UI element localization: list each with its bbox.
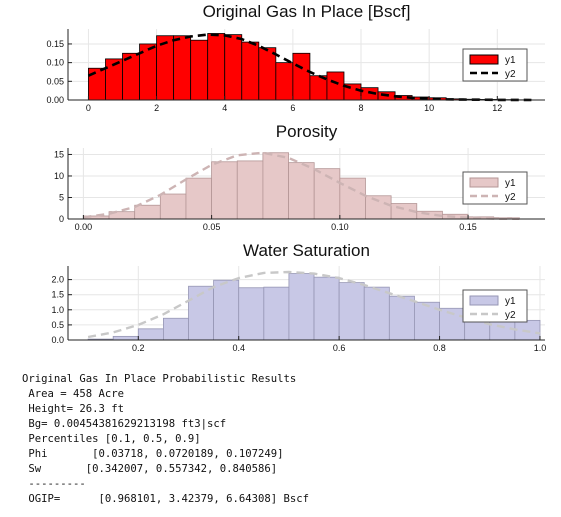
sw-bar [388, 295, 415, 341]
porosity-y-tick-label: 0 [59, 214, 64, 224]
ogip-bar [326, 71, 345, 101]
sw-bar [213, 279, 240, 341]
porosity-bar [185, 177, 213, 220]
sw-x-tick-label: 0.6 [333, 343, 346, 353]
ogip-x-tick-label: 2 [154, 103, 159, 113]
ogip-x-tick-label: 10 [424, 103, 434, 113]
porosity-bar [211, 161, 238, 220]
results-line-area: Area = 458 Acre [22, 388, 125, 400]
ogip-bar [207, 33, 226, 101]
porosity-bar [236, 160, 264, 220]
results-line-separator: --------- [22, 478, 86, 490]
porosity-y-tick-label: 10 [54, 171, 64, 181]
ogip-legend-swatch-y1 [469, 54, 499, 65]
results-line-percentiles: Percentiles [0.1, 0.5, 0.9] [22, 433, 201, 445]
ogip-legend-label-y1: y1 [505, 55, 516, 66]
porosity-bar [288, 162, 315, 220]
porosity-y-tick-label: 15 [54, 149, 64, 159]
sw-y-tick-label: 0.0 [51, 335, 64, 345]
results-line-ogip: OGIP= [0.968101, 3.42379, 6.64308] Bscf [22, 493, 310, 505]
sw-bar [137, 328, 164, 341]
sw-legend-swatch-y1 [469, 295, 499, 306]
ogip-curve [87, 33, 532, 102]
results-text: Original Gas In Place Probabilistic Resu… [22, 372, 309, 507]
ogip-title: Original Gas In Place [Bscf] [203, 2, 411, 21]
sw-x-tick-label: 1.0 [534, 343, 547, 353]
sw-x-tick-label: 0.4 [232, 343, 245, 353]
sw-bar [263, 286, 290, 341]
ogip-x-tick-label: 12 [492, 103, 502, 113]
results-line-phi: Phi [0.03718, 0.0720189, 0.107249] [22, 448, 284, 460]
ogip-bar [88, 67, 106, 101]
sw-bar [238, 287, 265, 341]
porosity-x-tick-label: 0.00 [75, 222, 93, 232]
porosity-x-tick-label: 0.10 [331, 222, 349, 232]
ogip-legend-label-y2: y2 [505, 69, 516, 80]
ogip-bar [258, 47, 277, 101]
sw-legend-label-y2: y2 [505, 310, 516, 321]
ogip-legend-box [462, 48, 528, 82]
ogip-y-tick-label: 0.15 [46, 39, 64, 49]
sw-legend-label-y1: y1 [505, 296, 516, 307]
ogip-x-tick-label: 6 [290, 103, 295, 113]
results-line-sw: Sw [0.342007, 0.557342, 0.840586] [22, 463, 278, 475]
charts-panel: Original Gas In Place [Bscf] 0 2 4 6 8 10 12 0.0… [46, 2, 547, 353]
porosity-bar [339, 177, 366, 220]
ogip-y-tick-label: 0.00 [46, 95, 64, 105]
ogip-bar [173, 35, 192, 101]
ogip-bar [292, 52, 311, 101]
sw-bar [363, 286, 390, 341]
sw-bar [313, 276, 340, 341]
sw-legend-box [462, 289, 528, 323]
results-heading: Original Gas In Place Probabilistic Resu… [22, 373, 297, 385]
sw-y-tick-label: 1.0 [51, 305, 64, 315]
ogip-bar [275, 62, 294, 101]
ogip-y-tick-label: 0.05 [46, 76, 64, 86]
ogip-x-tick-label: 8 [359, 103, 364, 113]
porosity-title: Porosity [276, 122, 338, 141]
sw-y-tick-label: 1.5 [51, 290, 64, 300]
ogip-bar [190, 39, 209, 101]
sw-bar [112, 335, 139, 341]
ogip-x-tick-label: 4 [222, 103, 227, 113]
ogip-bar [156, 35, 175, 101]
sw-bar [162, 317, 189, 341]
results-line-bg: Bg= 0.00454381629213198 ft3|scf [22, 418, 227, 430]
results-line-height: Height= 26.3 ft [22, 403, 125, 415]
porosity-legend-label-y1: y1 [505, 178, 516, 189]
ogip-x-tick-label: 0 [86, 103, 91, 113]
sw-title: Water Saturation [243, 241, 370, 260]
sw-bar [338, 282, 365, 341]
ogip-y-tick-label: 0.10 [46, 58, 64, 68]
sw-y-tick-label: 0.5 [51, 320, 64, 330]
sw-bar [288, 273, 315, 341]
porosity-legend-label-y2: y2 [505, 192, 516, 203]
porosity-bar [262, 152, 289, 220]
porosity-x-tick-label: 0.15 [459, 222, 477, 232]
ogip-bar [224, 34, 243, 101]
porosity-legend-swatch-y1 [469, 177, 499, 188]
sw-y-tick-label: 2.0 [51, 275, 64, 285]
ogip-bar [241, 41, 260, 101]
sw-x-tick-label: 0.8 [433, 343, 446, 353]
porosity-bar [159, 193, 187, 220]
porosity-legend-box [462, 171, 528, 205]
porosity-y-tick-label: 5 [59, 192, 64, 202]
porosity-x-tick-label: 0.05 [203, 222, 221, 232]
sw-x-tick-label: 0.2 [132, 343, 145, 353]
porosity-bar [365, 195, 392, 220]
porosity-bar [134, 204, 161, 220]
